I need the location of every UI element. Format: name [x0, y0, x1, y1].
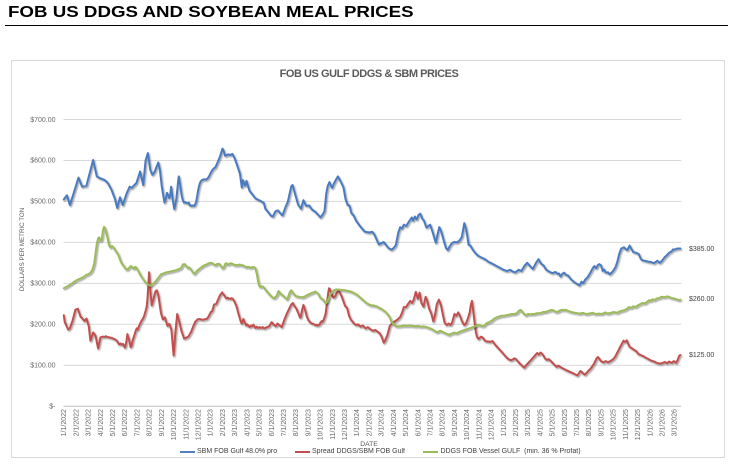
svg-text:$500.00: $500.00 — [30, 199, 55, 206]
svg-text:8/1/2024: 8/1/2024 — [440, 409, 447, 436]
svg-text:5/1/2024: 5/1/2024 — [403, 409, 410, 436]
svg-text:$-: $- — [49, 404, 56, 411]
svg-text:10/1/2023: 10/1/2023 — [318, 409, 325, 440]
svg-text:4/1/2025: 4/1/2025 — [537, 409, 544, 436]
svg-text:11/1/2023: 11/1/2023 — [330, 409, 337, 440]
svg-text:3/1/2026: 3/1/2026 — [672, 409, 679, 436]
svg-text:1/1/2025: 1/1/2025 — [501, 409, 508, 436]
svg-text:10/1/2024: 10/1/2024 — [464, 409, 471, 440]
svg-text:11/1/2022: 11/1/2022 — [183, 409, 190, 440]
svg-text:8/1/2025: 8/1/2025 — [586, 409, 593, 436]
svg-text:5/1/2022: 5/1/2022 — [110, 409, 117, 436]
svg-text:3/1/2023: 3/1/2023 — [232, 409, 239, 436]
svg-text:7/1/2025: 7/1/2025 — [574, 409, 581, 436]
svg-text:7/1/2024: 7/1/2024 — [428, 409, 435, 436]
svg-text:$400.00: $400.00 — [30, 240, 55, 247]
svg-text:8/1/2023: 8/1/2023 — [293, 409, 300, 436]
svg-text:9/1/2023: 9/1/2023 — [305, 409, 312, 436]
svg-text:2/1/2026: 2/1/2026 — [660, 409, 667, 436]
svg-text:1/1/2022: 1/1/2022 — [61, 409, 68, 436]
svg-text:9/1/2022: 9/1/2022 — [159, 409, 166, 436]
svg-text:8/1/2022: 8/1/2022 — [147, 409, 154, 436]
svg-text:3/1/2024: 3/1/2024 — [379, 409, 386, 436]
svg-text:1/1/2026: 1/1/2026 — [647, 409, 654, 436]
svg-text:2/1/2022: 2/1/2022 — [73, 409, 80, 436]
svg-text:11/1/2025: 11/1/2025 — [623, 409, 630, 440]
svg-text:$600.00: $600.00 — [30, 158, 55, 165]
svg-text:5/1/2025: 5/1/2025 — [550, 409, 557, 436]
svg-text:9/1/2025: 9/1/2025 — [598, 409, 605, 436]
svg-text:4/1/2024: 4/1/2024 — [391, 409, 398, 436]
svg-text:12/1/2024: 12/1/2024 — [489, 409, 496, 440]
svg-text:7/1/2023: 7/1/2023 — [281, 409, 288, 436]
svg-text:1/1/2023: 1/1/2023 — [208, 409, 215, 436]
svg-text:6/1/2022: 6/1/2022 — [122, 409, 129, 436]
svg-text:9/1/2024: 9/1/2024 — [452, 409, 459, 436]
svg-text:2/1/2023: 2/1/2023 — [220, 409, 227, 436]
svg-text:11/1/2024: 11/1/2024 — [476, 409, 483, 440]
svg-text:$100.00: $100.00 — [30, 363, 55, 370]
svg-text:1/1/2024: 1/1/2024 — [354, 409, 361, 436]
svg-text:6/1/2025: 6/1/2025 — [562, 409, 569, 436]
svg-text:$200.00: $200.00 — [30, 322, 55, 329]
svg-text:6/1/2024: 6/1/2024 — [415, 409, 422, 436]
svg-text:2/1/2024: 2/1/2024 — [366, 409, 373, 436]
svg-text:6/1/2023: 6/1/2023 — [269, 409, 276, 436]
svg-text:DOLLARS PER METRIC TON: DOLLARS PER METRIC TON — [19, 208, 26, 291]
svg-text:12/1/2023: 12/1/2023 — [342, 409, 349, 440]
svg-text:12/1/2022: 12/1/2022 — [196, 409, 203, 440]
svg-text:10/1/2025: 10/1/2025 — [611, 409, 618, 440]
svg-text:5/1/2023: 5/1/2023 — [257, 409, 264, 436]
svg-text:3/1/2025: 3/1/2025 — [525, 409, 532, 436]
svg-text:10/1/2022: 10/1/2022 — [171, 409, 178, 440]
svg-text:4/1/2022: 4/1/2022 — [98, 409, 105, 436]
svg-text:12/1/2025: 12/1/2025 — [635, 409, 642, 440]
svg-text:4/1/2023: 4/1/2023 — [244, 409, 251, 436]
svg-text:2/1/2025: 2/1/2025 — [513, 409, 520, 436]
svg-text:$300.00: $300.00 — [30, 281, 55, 288]
svg-text:7/1/2022: 7/1/2022 — [135, 409, 142, 436]
svg-text:3/1/2022: 3/1/2022 — [86, 409, 93, 436]
svg-text:$700.00: $700.00 — [30, 117, 55, 124]
